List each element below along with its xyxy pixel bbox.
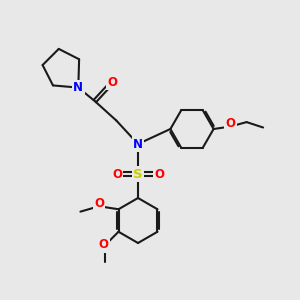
Text: O: O (107, 76, 117, 89)
Text: O: O (98, 238, 109, 251)
Text: O: O (154, 167, 164, 181)
Text: O: O (112, 167, 122, 181)
Text: O: O (225, 117, 235, 130)
Text: O: O (94, 197, 104, 210)
Text: S: S (133, 167, 143, 181)
Text: N: N (133, 137, 143, 151)
Text: N: N (73, 81, 83, 94)
